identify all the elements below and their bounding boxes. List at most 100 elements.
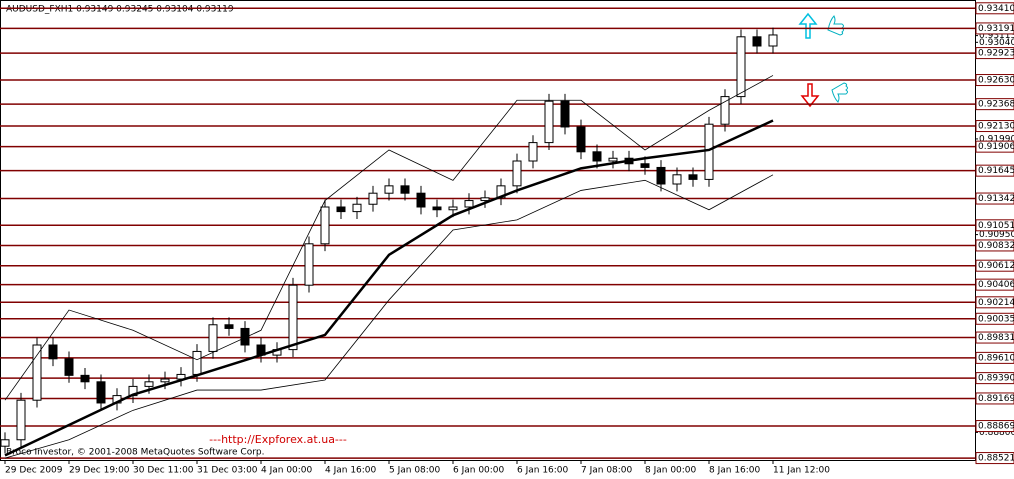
- level-label: 0.88869: [978, 422, 1014, 432]
- level-label: 0.90832: [978, 241, 1014, 251]
- level-label: 0.92630: [978, 76, 1014, 86]
- indicator-line: [4, 75, 774, 401]
- candle-body: [224, 324, 234, 329]
- level-label-box: [975, 47, 1014, 60]
- level-label-box: [975, 120, 1014, 133]
- candle-body: [560, 100, 570, 128]
- level-label: 0.88521: [978, 454, 1014, 464]
- candle-body: [400, 185, 410, 194]
- level-label: 0.90035: [978, 314, 1014, 324]
- x-tick-label: 29 Dec 2009: [5, 466, 63, 476]
- candle-body: [80, 374, 90, 383]
- level-label-box: [975, 278, 1014, 291]
- sell-arrow: [800, 83, 820, 108]
- y-tick-label: 0.91990: [979, 134, 1014, 144]
- candle-body: [768, 34, 778, 47]
- candle-body: [0, 439, 10, 447]
- level-label-box: [975, 372, 1014, 385]
- candle-body: [288, 284, 298, 351]
- level-label-box: [975, 192, 1014, 205]
- level-label: 0.89610: [978, 353, 1014, 363]
- candle-body: [432, 206, 442, 211]
- hand-icon: [827, 15, 844, 36]
- candle-body: [304, 243, 314, 286]
- level-label-box: [975, 392, 1014, 405]
- x-tick-label: 4 Jan 00:00: [261, 466, 313, 476]
- candle-body: [720, 96, 730, 125]
- level-label: 0.93410: [978, 4, 1014, 14]
- candle-body: [464, 200, 474, 208]
- candle-body: [160, 378, 170, 383]
- candle-body: [336, 206, 346, 213]
- level-label-box: [975, 452, 1014, 465]
- candle-body: [64, 358, 74, 376]
- x-tick-label: 8 Jan 00:00: [645, 466, 697, 476]
- level-label: 0.91342: [978, 194, 1014, 204]
- level-label: 0.90214: [978, 298, 1014, 308]
- candle-body: [592, 151, 602, 162]
- candle-body: [384, 185, 394, 194]
- level-label: 0.89169: [978, 394, 1014, 404]
- x-tick-label: 6 Jan 16:00: [517, 466, 569, 476]
- level-label-box: [975, 239, 1014, 252]
- candle-body: [352, 203, 362, 213]
- x-tick-label: 29 Dec 19:00: [69, 466, 130, 476]
- candle-body: [416, 192, 426, 208]
- candle-body: [192, 350, 202, 375]
- candle-body: [576, 126, 586, 153]
- x-tick-label: 6 Jan 00:00: [453, 466, 505, 476]
- level-label: 0.90612: [978, 261, 1014, 271]
- candle-body: [240, 327, 250, 346]
- candle-body: [368, 192, 378, 205]
- x-tick-label: 5 Jan 08:00: [389, 466, 441, 476]
- candle-body: [672, 174, 682, 185]
- candle-body: [480, 197, 490, 202]
- level-label: 0.92130: [978, 122, 1014, 132]
- level-label: 0.93191: [978, 24, 1014, 34]
- x-tick-label: 7 Jan 08:00: [581, 466, 633, 476]
- level-label: 0.91906: [978, 142, 1014, 152]
- level-label-box: [975, 296, 1014, 309]
- candle-body: [16, 399, 26, 441]
- candle-body: [32, 344, 42, 401]
- candle-body: [512, 160, 522, 187]
- candle-body: [320, 206, 330, 245]
- y-tick-label: 0.93040: [979, 38, 1014, 48]
- indicator-line: [4, 119, 774, 457]
- x-tick-label: 11 Jan 12:00: [773, 466, 830, 476]
- candle-body: [208, 324, 218, 352]
- candle-body: [736, 36, 746, 98]
- level-label-box: [975, 331, 1014, 344]
- level-label-box: [975, 420, 1014, 433]
- level-label-box: [975, 351, 1014, 364]
- hand-icon: [831, 82, 848, 103]
- level-label-box: [975, 259, 1014, 272]
- level-label: 0.92923: [978, 49, 1014, 59]
- candle-body: [656, 166, 666, 185]
- level-label-box: [975, 140, 1014, 153]
- level-label-box: [975, 74, 1014, 87]
- level-label-box: [975, 219, 1014, 232]
- level-label: 0.90406: [978, 280, 1014, 290]
- level-label: 0.91051: [978, 221, 1014, 231]
- candle-body: [608, 157, 618, 162]
- candle-body: [640, 163, 650, 168]
- candle-body: [528, 142, 538, 162]
- level-label-box: [975, 98, 1014, 111]
- level-label: 0.91645: [978, 166, 1014, 176]
- indicator-line: [4, 174, 774, 459]
- annotation: ---http://Expforex.at.ua---: [209, 433, 347, 446]
- level-label-box: [975, 2, 1014, 15]
- candle-body: [688, 174, 698, 180]
- buy-arrow: [798, 12, 818, 39]
- level-label: 0.92368: [978, 100, 1014, 110]
- y-tick-label: 0.88800: [979, 428, 1014, 438]
- x-tick-label: 4 Jan 16:00: [325, 466, 377, 476]
- candle-body: [448, 206, 458, 211]
- level-label: 0.89831: [978, 333, 1014, 343]
- level-label: 0.89390: [978, 374, 1014, 384]
- level-label-box: [975, 22, 1014, 35]
- x-tick-label: 31 Dec 03:00: [197, 466, 258, 476]
